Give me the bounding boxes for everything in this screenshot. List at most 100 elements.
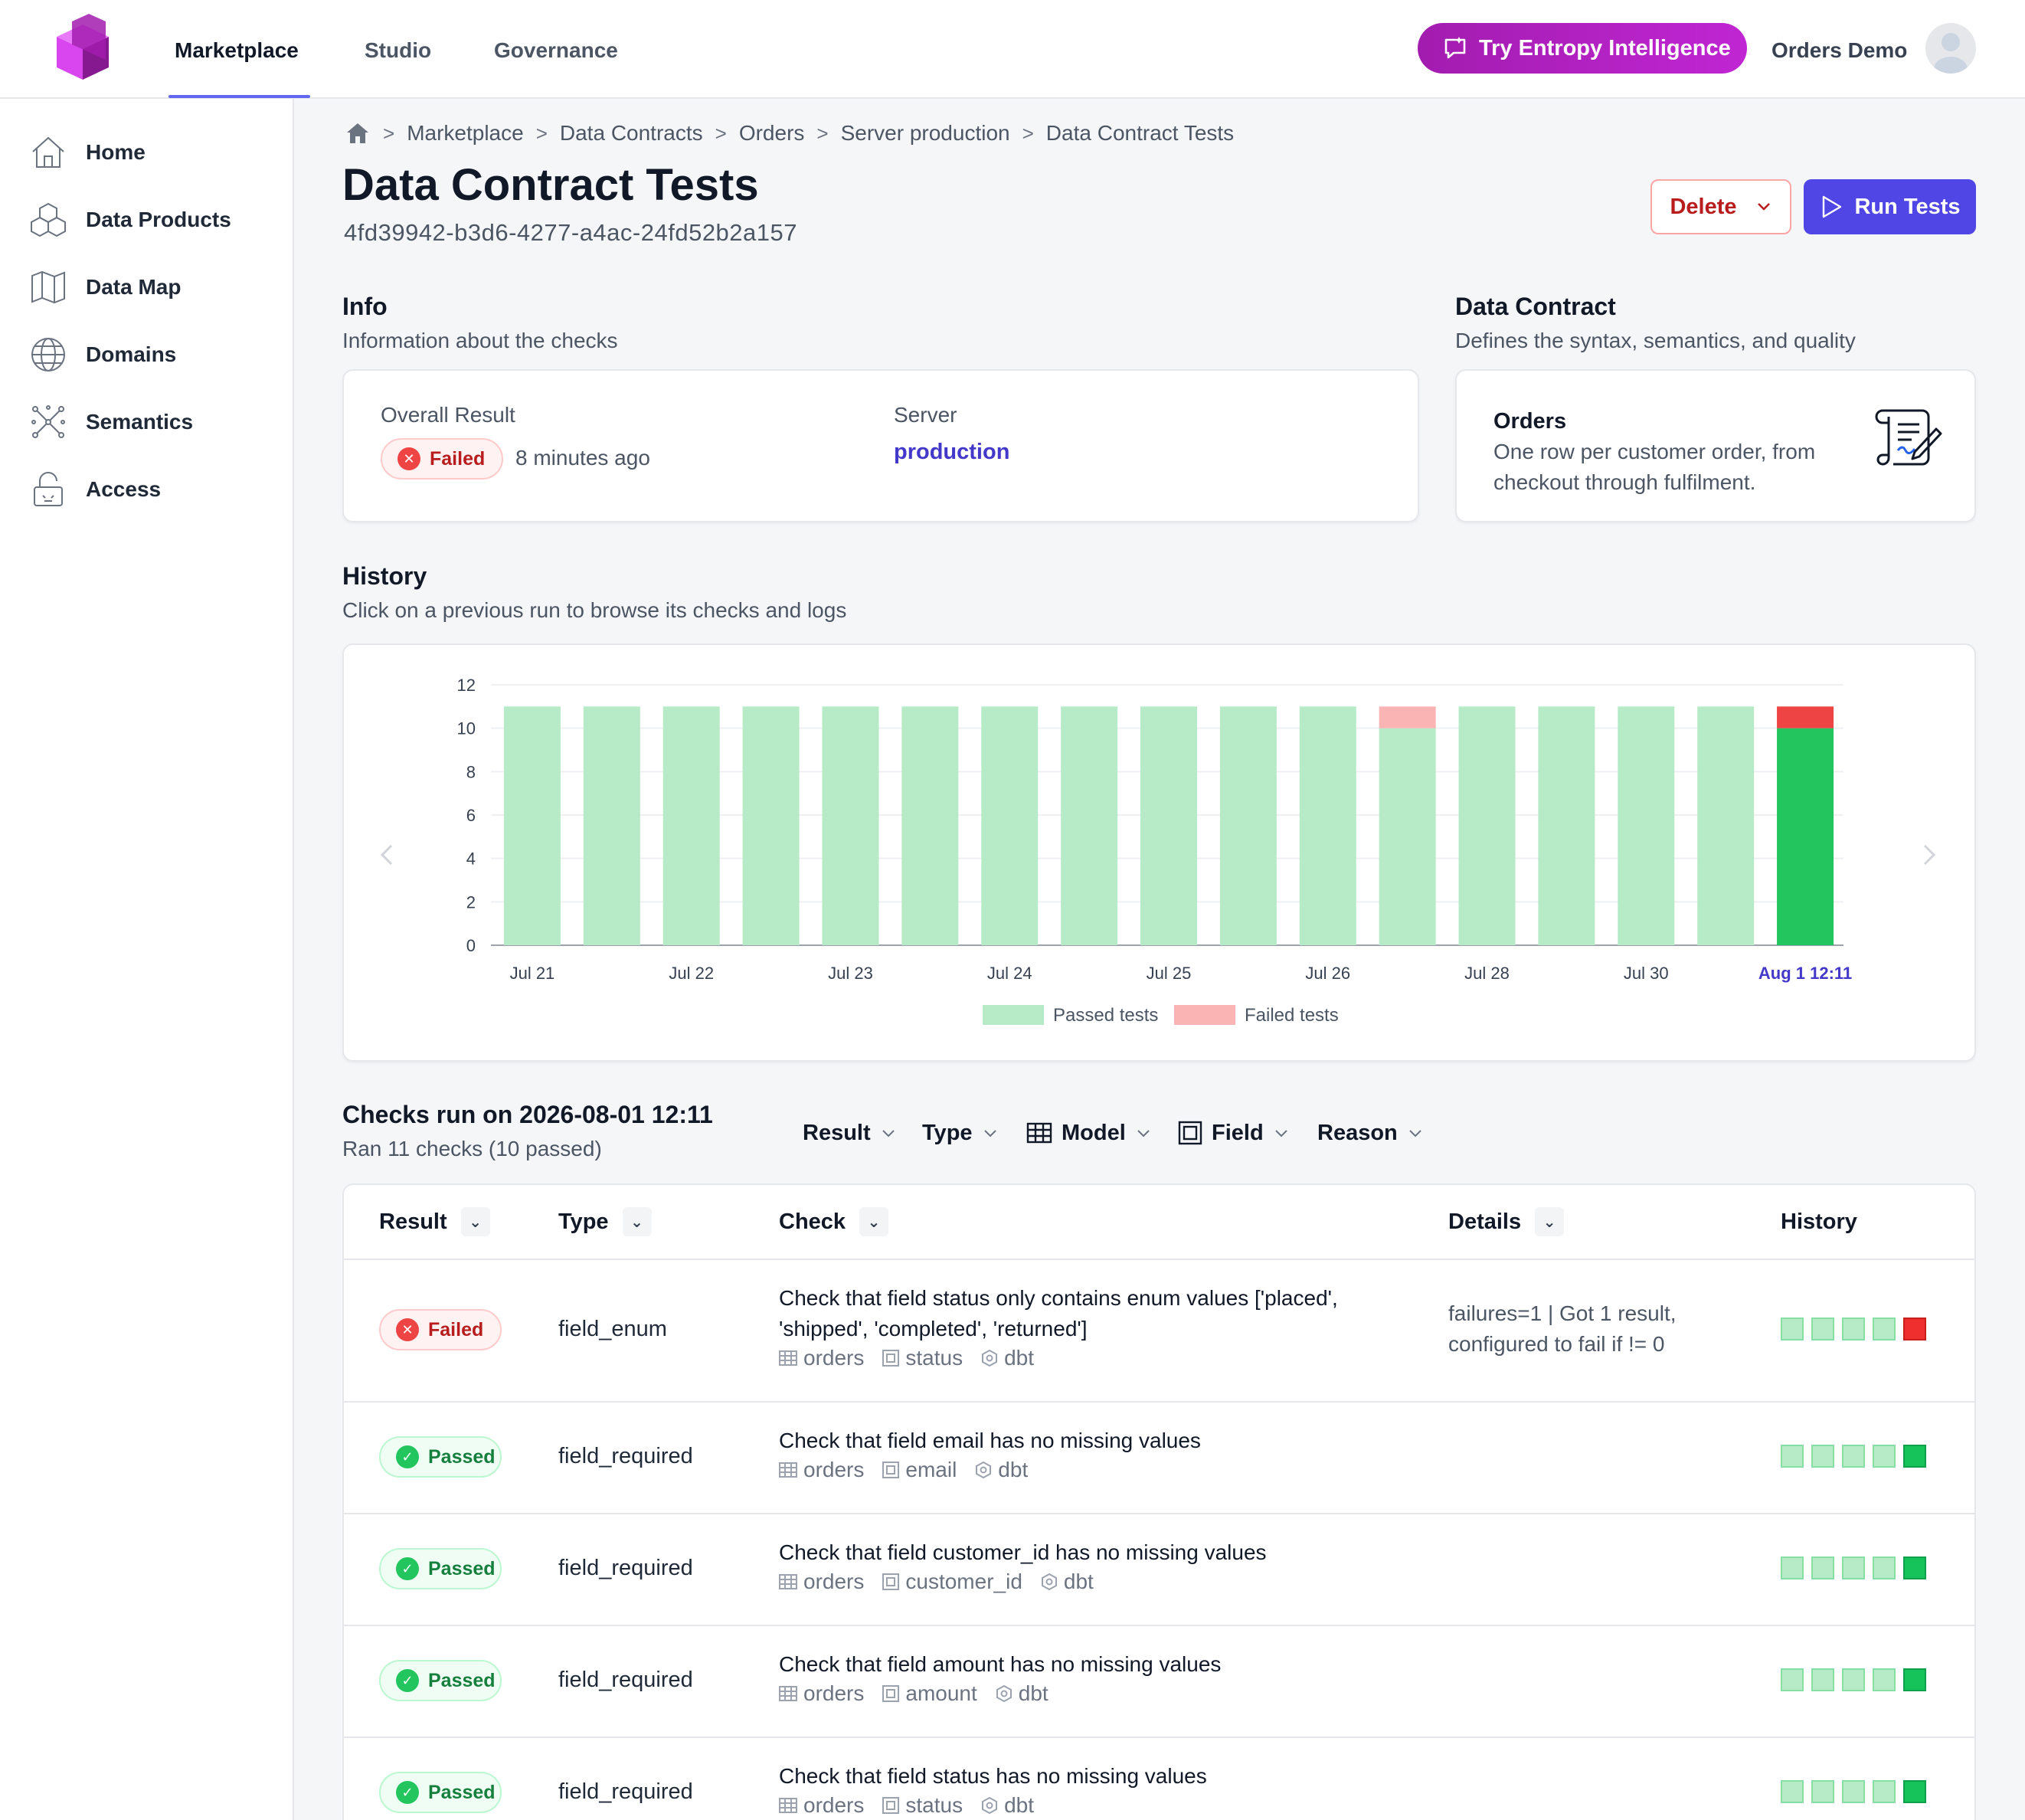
check-history[interactable] — [1781, 1318, 1926, 1340]
home-icon[interactable] — [345, 120, 371, 146]
history-square[interactable] — [1873, 1780, 1896, 1803]
row-divider — [344, 1737, 1974, 1738]
run-tests-button[interactable]: Run Tests — [1804, 179, 1976, 234]
sidebar-item-semantics[interactable]: Semantics — [29, 399, 193, 445]
bar-passed[interactable] — [1219, 706, 1277, 945]
sidebar-item-home[interactable]: Home — [29, 129, 146, 175]
sidebar-item-data-map[interactable]: Data Map — [29, 264, 181, 310]
ai-button-label: Try Entropy Intelligence — [1479, 35, 1731, 61]
history-square[interactable] — [1903, 1445, 1926, 1468]
tab-marketplace[interactable]: Marketplace — [175, 38, 299, 62]
history-square[interactable] — [1873, 1556, 1896, 1579]
check-field[interactable]: status — [905, 1793, 963, 1817]
check-history[interactable] — [1781, 1780, 1926, 1803]
sidebar-item-access[interactable]: Access — [29, 466, 161, 512]
history-square[interactable] — [1842, 1445, 1865, 1468]
bar-passed[interactable] — [1061, 706, 1118, 945]
bar-passed[interactable] — [1379, 728, 1436, 945]
bar-passed[interactable] — [822, 706, 879, 945]
history-square[interactable] — [1781, 1445, 1804, 1468]
history-square[interactable] — [1781, 1318, 1804, 1340]
history-square[interactable] — [1873, 1668, 1896, 1691]
bar-failed[interactable] — [1777, 706, 1834, 728]
bar-passed[interactable] — [1538, 706, 1595, 945]
check-model[interactable]: orders — [803, 1681, 865, 1705]
history-square[interactable] — [1811, 1318, 1834, 1340]
tab-studio[interactable]: Studio — [365, 38, 432, 62]
bar-failed[interactable] — [1379, 706, 1436, 728]
filter-model[interactable]: Model — [1026, 1115, 1152, 1151]
chevron-right-icon[interactable] — [1923, 844, 1936, 866]
column-header-check[interactable]: Check ⌄ — [779, 1185, 889, 1259]
tab-governance[interactable]: Governance — [494, 38, 618, 62]
filter-reason[interactable]: Reason — [1317, 1115, 1424, 1151]
check-model[interactable]: orders — [803, 1458, 865, 1481]
sidebar-item-data-products[interactable]: Data Products — [29, 197, 231, 243]
column-header-result[interactable]: Result ⌄ — [379, 1185, 490, 1259]
history-bar-chart[interactable]: 0 2 4 6 8 10 12 Jul 21 Jul 22 Jul 23 Jul 24 Jul 25 J… — [344, 645, 1978, 1063]
history-square[interactable] — [1811, 1445, 1834, 1468]
check-field[interactable]: customer_id — [905, 1570, 1022, 1593]
bar-passed[interactable] — [583, 706, 640, 945]
history-square[interactable] — [1873, 1445, 1896, 1468]
data-contract-card[interactable]: Orders One row per customer order, from … — [1455, 369, 1976, 522]
filter-type[interactable]: Type — [922, 1115, 999, 1151]
bar-passed[interactable] — [662, 706, 720, 945]
column-header-details[interactable]: Details ⌄ — [1448, 1185, 1565, 1259]
history-square[interactable] — [1903, 1668, 1926, 1691]
check-model[interactable]: orders — [803, 1793, 865, 1817]
bar-passed[interactable] — [1777, 728, 1834, 945]
bar-passed[interactable] — [1618, 706, 1675, 945]
breadcrumb-item[interactable]: Orders — [738, 121, 805, 145]
bar-passed[interactable] — [503, 706, 561, 945]
breadcrumb-item[interactable]: Server production — [840, 121, 1010, 145]
bar-passed[interactable] — [981, 706, 1039, 945]
check-model[interactable]: orders — [803, 1570, 865, 1593]
chevron-down-icon[interactable]: ⌄ — [460, 1207, 490, 1236]
x-tick-label: Jul 28 — [1464, 964, 1510, 983]
filter-field[interactable]: Field — [1178, 1115, 1290, 1151]
bar-passed[interactable] — [1697, 706, 1755, 945]
bar-passed[interactable] — [1458, 706, 1516, 945]
breadcrumb-item[interactable]: Data Contracts — [559, 121, 703, 145]
sidebar-item-domains[interactable]: Domains — [29, 332, 176, 378]
bar-passed[interactable] — [1140, 706, 1197, 945]
history-square[interactable] — [1781, 1556, 1804, 1579]
chevron-down-icon[interactable]: ⌄ — [1535, 1207, 1565, 1236]
try-entropy-intelligence-button[interactable]: Try Entropy Intelligence — [1418, 23, 1747, 74]
history-square[interactable] — [1811, 1556, 1834, 1579]
check-field[interactable]: amount — [905, 1681, 977, 1705]
bar-passed[interactable] — [1299, 706, 1356, 945]
user-name[interactable]: Orders Demo — [1771, 38, 1908, 62]
avatar[interactable] — [1925, 23, 1976, 74]
breadcrumb-item[interactable]: Marketplace — [407, 121, 524, 145]
history-square[interactable] — [1842, 1780, 1865, 1803]
entropy-logo-icon[interactable] — [49, 14, 116, 83]
check-field[interactable]: status — [905, 1346, 963, 1370]
history-square[interactable] — [1781, 1780, 1804, 1803]
bar-passed[interactable] — [901, 706, 959, 945]
server-link[interactable]: production — [894, 440, 1010, 464]
filter-result[interactable]: Result — [803, 1115, 897, 1151]
history-square[interactable] — [1903, 1556, 1926, 1579]
chevron-down-icon[interactable]: ⌄ — [859, 1207, 889, 1236]
history-square[interactable] — [1781, 1668, 1804, 1691]
history-square[interactable] — [1811, 1780, 1834, 1803]
bar-passed[interactable] — [742, 706, 800, 945]
column-header-type[interactable]: Type ⌄ — [558, 1185, 652, 1259]
check-model[interactable]: orders — [803, 1346, 865, 1370]
check-field[interactable]: email — [905, 1458, 957, 1481]
history-square[interactable] — [1811, 1668, 1834, 1691]
delete-button[interactable]: Delete — [1650, 179, 1791, 234]
history-square[interactable] — [1842, 1556, 1865, 1579]
chevron-left-icon[interactable] — [380, 844, 393, 866]
check-history[interactable] — [1781, 1668, 1926, 1691]
history-square[interactable] — [1842, 1318, 1865, 1340]
check-history[interactable] — [1781, 1556, 1926, 1579]
history-square[interactable] — [1903, 1780, 1926, 1803]
chevron-down-icon[interactable]: ⌄ — [622, 1207, 652, 1236]
check-history[interactable] — [1781, 1445, 1926, 1468]
history-square[interactable] — [1873, 1318, 1896, 1340]
history-square[interactable] — [1903, 1318, 1926, 1340]
history-square[interactable] — [1842, 1668, 1865, 1691]
